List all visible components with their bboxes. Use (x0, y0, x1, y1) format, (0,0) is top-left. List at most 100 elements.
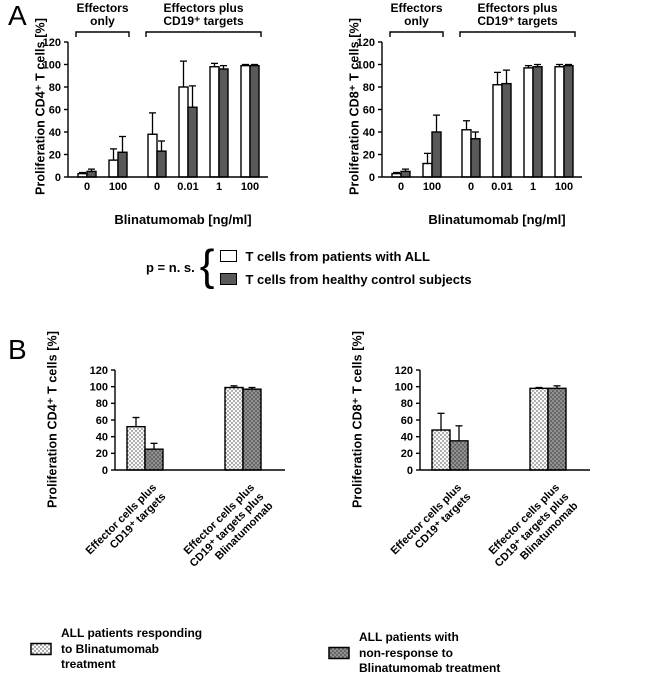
bar-chart-a-cd4: 0 100 Effectors only 0 0.01 1 100 Effectors plus… (43, 1, 268, 193)
category-label: 0 (154, 181, 160, 193)
y-tick-label: 0 (369, 172, 375, 184)
bar (218, 68, 229, 178)
y-tick-label: 40 (363, 127, 375, 139)
y-tick-label: 60 (363, 104, 375, 116)
y-tick-label: 0 (407, 465, 413, 477)
legend-swatch-all-patients (220, 250, 238, 262)
y-tick-label: 40 (96, 431, 108, 443)
bar (209, 66, 220, 178)
legend-label-all-patients: T cells from patients with ALL (245, 248, 430, 264)
category-label: 1 (216, 181, 222, 193)
bar (547, 387, 567, 471)
legend-responding: ALL patients responding to Blinatumomab … (30, 626, 202, 673)
y-tick-label: 100 (90, 381, 108, 393)
bar (501, 82, 512, 178)
legend-label-healthy-controls: T cells from healthy control subjects (245, 271, 472, 287)
y-tick-label: 100 (395, 381, 413, 393)
y-tick-label: 40 (49, 127, 61, 139)
bar (532, 66, 543, 178)
bar (224, 386, 244, 471)
category-label: 100 (555, 181, 573, 193)
bar (144, 448, 164, 471)
bar (431, 131, 442, 178)
bar (147, 133, 158, 178)
category-label: 0.01 (177, 181, 198, 193)
bar-chart-a-cd8: 0 100 Effectors only 0 0.01 1 100 Effectors plus… (357, 1, 582, 193)
y-tick-label: 40 (401, 431, 413, 443)
bar-chart-b-cd4: Effector cells plusCD19⁺ targets Effector… (84, 365, 285, 578)
group-header: Effectors only (76, 1, 128, 28)
bar-chart-b-cd8: Effector cells plusCD19⁺ targets Effector… (389, 365, 590, 578)
category-label: Effector cells plusCD19⁺ targets plusBli… (178, 481, 275, 578)
bar (431, 429, 451, 471)
category-label: Effector cells plusCD19⁺ targets (84, 482, 169, 567)
legend-entry-healthy-controls: T cells from healthy control subjects (220, 271, 472, 287)
bar (156, 150, 167, 178)
group-header: Effectors plus CD19⁺ targets (163, 1, 244, 28)
bar (178, 86, 189, 178)
bar (242, 388, 262, 471)
bar (108, 159, 119, 178)
bar (563, 64, 574, 178)
bar (187, 106, 198, 178)
bar (470, 138, 481, 178)
bar (461, 129, 472, 178)
y-tick-label: 120 (357, 37, 375, 49)
legend-panel-a: p = n. s. { T cells from patients with A… (146, 244, 472, 288)
y-axis-label-cd8-b: Proliferation CD8⁺ T cells [%] (350, 331, 365, 508)
y-tick-label: 60 (49, 104, 61, 116)
legend-non-response: ALL patients with non-response to Blinat… (328, 630, 500, 675)
legend-swatch-non-response (328, 647, 350, 660)
legend-entries: T cells from patients with ALL T cells f… (220, 248, 472, 287)
category-label: 0 (398, 181, 404, 193)
legend-label-responding: ALL patients responding to Blinatumomab … (61, 626, 203, 672)
y-tick-label: 60 (96, 415, 108, 427)
group-bracket (75, 31, 130, 37)
panel-a-label: A (8, 0, 27, 31)
y-tick-label: 60 (401, 415, 413, 427)
category-label: 100 (423, 181, 441, 193)
bar (117, 151, 128, 178)
y-tick-label: 20 (49, 149, 61, 161)
bar (86, 170, 97, 178)
y-tick-label: 0 (55, 172, 61, 184)
group-bracket (389, 31, 444, 37)
y-tick-label: 100 (43, 59, 61, 71)
legend-label-non-response: ALL patients with non-response to Blinat… (359, 630, 501, 675)
y-axis-label-cd4-b: Proliferation CD4⁺ T cells [%] (45, 331, 60, 508)
y-tick-label: 80 (49, 82, 61, 94)
group-bracket (459, 31, 576, 37)
x-axis-label: Blinatumomab [ng/ml] (114, 212, 252, 227)
x-axis-label: Blinatumomab [ng/ml] (428, 212, 566, 227)
category-label: 100 (109, 181, 127, 193)
bar (249, 64, 260, 178)
y-tick-label: 20 (363, 149, 375, 161)
bar (554, 66, 565, 178)
y-tick-label: 0 (102, 465, 108, 477)
category-label: 1 (530, 181, 536, 193)
bar (449, 440, 469, 471)
bar (523, 67, 534, 178)
bar (400, 170, 411, 178)
y-tick-label: 80 (363, 82, 375, 94)
category-label: 100 (241, 181, 259, 193)
bar (529, 387, 549, 471)
bar (492, 84, 503, 178)
category-label: Effector cells plusCD19⁺ targets (389, 482, 474, 567)
y-tick-label: 20 (96, 448, 108, 460)
y-tick-label: 120 (43, 37, 61, 49)
category-label: 0 (84, 181, 90, 193)
category-label: Effector cells plusCD19⁺ targets plusBli… (483, 481, 580, 578)
bar (240, 64, 251, 178)
bar (126, 425, 146, 471)
y-tick-label: 100 (357, 59, 375, 71)
y-tick-label: 20 (401, 448, 413, 460)
bar (422, 162, 433, 178)
category-label: 0 (468, 181, 474, 193)
panel-b-label: B (8, 334, 27, 365)
y-tick-label: 80 (96, 398, 108, 410)
y-tick-label: 120 (395, 365, 413, 377)
legend-swatch-responding (30, 643, 52, 656)
y-tick-label: 80 (401, 398, 413, 410)
y-tick-label: 120 (90, 365, 108, 377)
